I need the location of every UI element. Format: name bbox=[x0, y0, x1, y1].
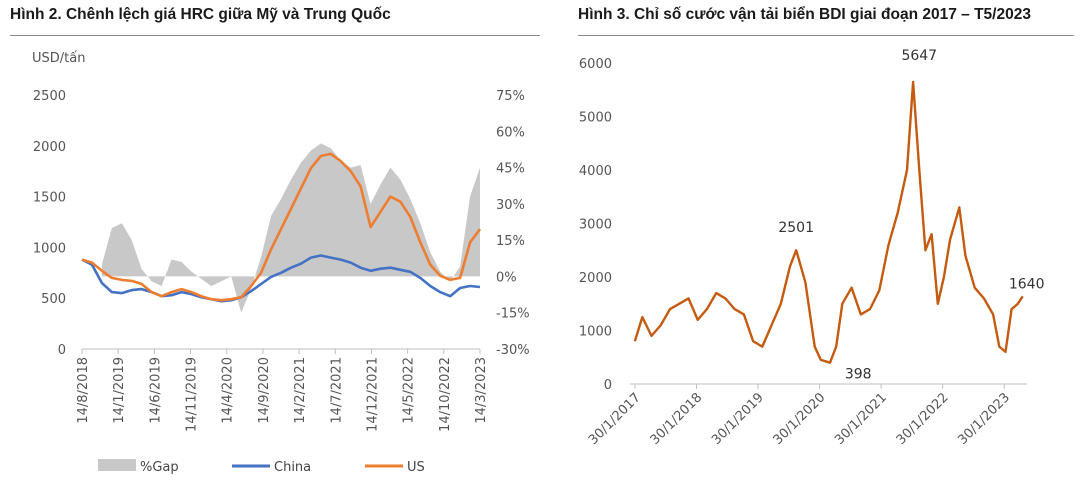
bdi-x-tick-label: 30/1/2019 bbox=[709, 390, 767, 448]
bdi-x-tick-label: 30/1/2017 bbox=[586, 390, 644, 448]
y2-tick-label: 0% bbox=[496, 270, 517, 285]
y2-tick-label: 45% bbox=[496, 162, 525, 177]
y2-tick-label: 15% bbox=[496, 234, 525, 249]
y-axis-unit: USD/tấn bbox=[32, 51, 85, 66]
series-line-china bbox=[81, 254, 481, 303]
hrc-price-gap-chart: USD/tấn 0 500 1000 1500 2000 2500 -30% -15% 0% 15%… bbox=[32, 51, 530, 475]
x-tick-label: 14/11/2019 bbox=[185, 357, 200, 432]
y-tick-label: 1500 bbox=[33, 191, 66, 206]
chart-title-hrc: Hình 2. Chênh lệch giá HRC giữa Mỹ và Tr… bbox=[10, 6, 391, 23]
bdi-x-tick-label: 30/1/2021 bbox=[832, 390, 890, 448]
x-tick-label: 14/3/2023 bbox=[474, 357, 489, 424]
series-gap-area bbox=[101, 143, 481, 313]
y-tick-label: 1000 bbox=[33, 241, 66, 256]
y-tick-label: 500 bbox=[41, 292, 66, 307]
x-tick-label: 14/10/2022 bbox=[438, 357, 453, 432]
bdi-x-tick-label: 30/1/2020 bbox=[771, 390, 829, 448]
bdi-y-tick-label: 5000 bbox=[579, 111, 612, 126]
title-divider-left bbox=[10, 35, 540, 36]
x-tick-label: 14/4/2020 bbox=[221, 357, 236, 424]
chart-title-bdi: Hình 3. Chỉ số cước vận tải biển BDI gia… bbox=[578, 6, 1031, 23]
bdi-y-tick-label: 1000 bbox=[579, 325, 612, 340]
legend-label: US bbox=[407, 460, 425, 475]
bdi-data-label: 2501 bbox=[778, 220, 814, 236]
bdi-y-tick-label: 3000 bbox=[579, 218, 612, 233]
series-line-us bbox=[81, 152, 482, 302]
bdi-x-tick-label: 30/1/2023 bbox=[955, 390, 1013, 448]
x-tick-label: 14/5/2022 bbox=[402, 357, 417, 424]
bdi-data-label: 5647 bbox=[901, 48, 937, 64]
y-tick-label: 2000 bbox=[33, 140, 66, 155]
bdi-y-tick-label: 0 bbox=[604, 378, 612, 393]
x-tick-label: 14/12/2021 bbox=[365, 357, 380, 432]
legend-swatch-gap bbox=[98, 459, 136, 471]
legend-label: China bbox=[274, 460, 311, 475]
x-tick-label: 14/2/2021 bbox=[293, 357, 308, 424]
x-tick-label: 14/7/2021 bbox=[329, 357, 344, 424]
y2-tick-label: -15% bbox=[496, 307, 530, 322]
bdi-x-tick-label: 30/1/2022 bbox=[894, 390, 952, 448]
bdi-data-label: 398 bbox=[845, 367, 872, 383]
y2-tick-label: 60% bbox=[496, 125, 525, 140]
bdi-x-tick-label: 30/1/2018 bbox=[648, 390, 706, 448]
bdi-y-tick-label: 6000 bbox=[579, 57, 612, 72]
y-tick-label: 0 bbox=[58, 343, 66, 358]
series-line-bdi bbox=[633, 80, 1024, 364]
x-tick-label: 14/1/2019 bbox=[112, 357, 127, 424]
x-tick-label: 14/6/2019 bbox=[148, 357, 163, 424]
y2-tick-label: -30% bbox=[496, 343, 530, 358]
y-tick-label: 2500 bbox=[33, 89, 66, 104]
bdi-data-label: 1640 bbox=[1009, 276, 1045, 292]
y2-tick-label: 75% bbox=[496, 89, 525, 104]
x-tick-label: 14/8/2018 bbox=[76, 357, 91, 424]
x-tick-label: 14/9/2020 bbox=[257, 357, 272, 424]
title-divider-right bbox=[578, 35, 1074, 36]
legend-label: %Gap bbox=[140, 460, 179, 475]
bdi-y-tick-label: 2000 bbox=[579, 271, 612, 286]
bdi-y-tick-label: 4000 bbox=[579, 164, 612, 179]
y2-tick-label: 30% bbox=[496, 198, 525, 213]
